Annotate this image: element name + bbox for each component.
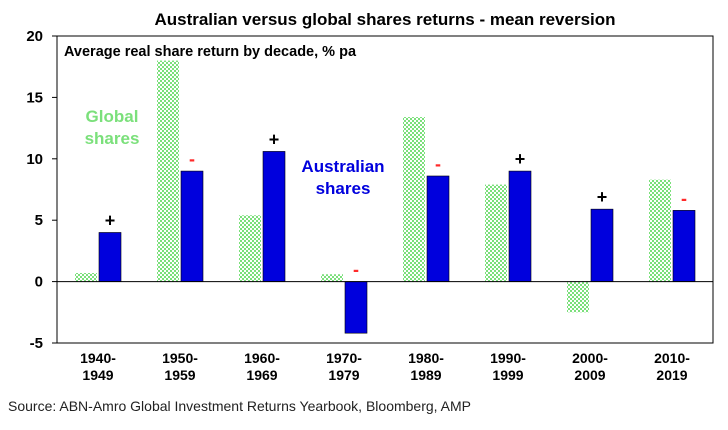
australian-shares-bar xyxy=(344,281,368,334)
change-sign: - xyxy=(435,154,441,174)
chart-subtitle: Average real share return by decade, % p… xyxy=(64,44,357,60)
y-tick-label: 15 xyxy=(26,89,43,106)
australian-shares-bar xyxy=(672,210,696,282)
australian-shares-bar xyxy=(180,170,204,282)
category-label: 1980- xyxy=(408,350,444,366)
category-label: 1999 xyxy=(492,367,523,383)
y-tick-label: -5 xyxy=(30,335,43,352)
source-note: Source: ABN-Amro Global Investment Retur… xyxy=(8,398,472,414)
category-label: 2019 xyxy=(656,367,687,383)
australian-shares-bar xyxy=(262,151,286,282)
change-sign: + xyxy=(597,187,608,207)
global-shares-bar xyxy=(75,273,97,282)
legend-line: shares xyxy=(85,129,140,148)
legend-line: shares xyxy=(316,179,371,198)
chart-title: Australian versus global shares returns … xyxy=(154,10,616,29)
bars xyxy=(75,60,696,334)
change-sign: + xyxy=(269,129,280,149)
change-sign: + xyxy=(515,149,526,169)
bar-chart: Average real share return by decade, % p… xyxy=(26,28,714,383)
global-shares-bar xyxy=(239,215,261,282)
category-label: 1940- xyxy=(80,350,116,366)
category-label: 1990- xyxy=(490,350,526,366)
category-label: 1969 xyxy=(246,367,277,383)
x-axis-labels: 1940-1949 1950-1959 1960-1969 1970-1979 1980… xyxy=(80,350,690,383)
category-label: 1979 xyxy=(328,367,359,383)
category-label: 1970- xyxy=(326,350,362,366)
change-sign: - xyxy=(189,149,195,169)
plot-area xyxy=(56,35,714,344)
y-tick-label: 10 xyxy=(26,151,43,168)
australian-shares-bar xyxy=(426,175,450,282)
global-shares-bar xyxy=(403,117,425,282)
global-shares-bar xyxy=(567,281,589,313)
category-label: 2010- xyxy=(654,350,690,366)
legend-line: Global xyxy=(86,107,139,126)
change-sign: - xyxy=(353,260,359,280)
y-tick-label: 0 xyxy=(35,274,43,291)
category-label: 2000- xyxy=(572,350,608,366)
australian-shares-bar xyxy=(508,170,532,282)
change-sign: - xyxy=(681,188,687,208)
legend-line: Australian xyxy=(301,157,384,176)
category-label: 1960- xyxy=(244,350,280,366)
category-label: 1950- xyxy=(162,350,198,366)
global-shares-bar xyxy=(321,274,343,282)
annotations: + - + - - + + - xyxy=(105,129,687,279)
legend-global-shares: Global shares xyxy=(85,107,140,148)
category-label: 1989 xyxy=(410,367,441,383)
category-label: 1949 xyxy=(82,367,113,383)
legend: Global shares Australian shares xyxy=(85,107,385,198)
global-shares-bar xyxy=(157,60,179,282)
change-sign: + xyxy=(105,210,116,230)
global-shares-bar xyxy=(649,179,671,282)
legend-australian-shares: Australian shares xyxy=(301,157,384,198)
y-tick-label: 5 xyxy=(35,212,43,229)
y-tick-label: 20 xyxy=(26,28,43,45)
australian-shares-bar xyxy=(98,232,122,282)
y-axis: -5 0 5 10 15 20 xyxy=(26,28,57,352)
category-label: 2009 xyxy=(574,367,605,383)
global-shares-bar xyxy=(485,184,507,282)
australian-shares-bar xyxy=(590,208,614,282)
category-label: 1959 xyxy=(164,367,195,383)
